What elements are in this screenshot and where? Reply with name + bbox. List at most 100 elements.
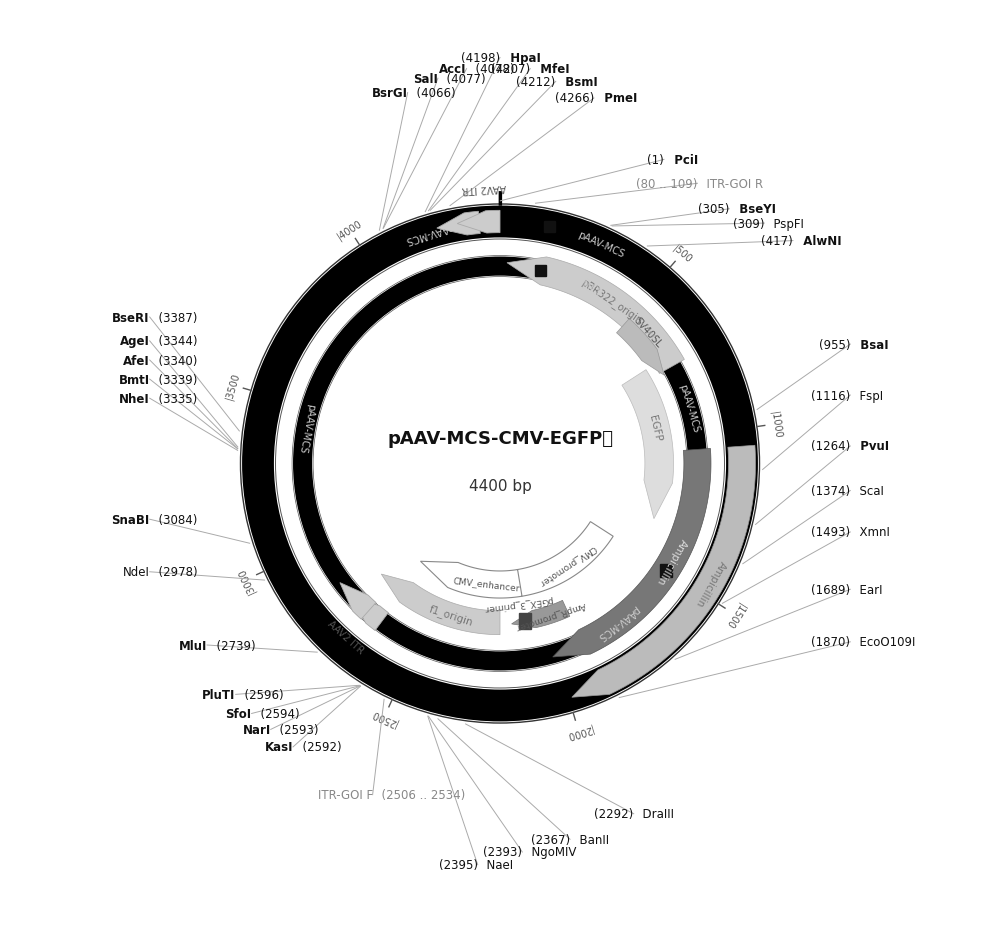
- Text: (1870): (1870): [811, 636, 850, 649]
- Text: PvuI: PvuI: [852, 440, 889, 453]
- Text: |4000: |4000: [335, 218, 364, 242]
- Text: (3335): (3335): [151, 393, 198, 406]
- Text: (3387): (3387): [151, 311, 198, 324]
- Text: NheI: NheI: [119, 393, 150, 406]
- Polygon shape: [622, 370, 674, 519]
- Text: pGEX_3_primer: pGEX_3_primer: [483, 594, 553, 612]
- Text: (4077): (4077): [439, 72, 486, 85]
- Text: (1264): (1264): [811, 440, 850, 453]
- Polygon shape: [457, 212, 500, 234]
- Text: PspFI: PspFI: [766, 217, 804, 230]
- Text: (4212): (4212): [516, 76, 556, 89]
- Text: PluTI: PluTI: [202, 689, 236, 702]
- Bar: [519, 613, 531, 629]
- Text: pAAV-MCS: pAAV-MCS: [555, 269, 604, 298]
- Text: SV40SL: SV40SL: [631, 316, 663, 350]
- Text: PciI: PciI: [666, 154, 698, 167]
- Text: |3500: |3500: [224, 371, 242, 400]
- Text: pAAV-MCS: pAAV-MCS: [576, 229, 625, 259]
- Text: SnaBI: SnaBI: [111, 513, 150, 526]
- Polygon shape: [420, 561, 522, 599]
- Text: (1): (1): [647, 154, 664, 167]
- Text: EcoO109I: EcoO109I: [852, 636, 915, 649]
- Text: (2978): (2978): [151, 566, 198, 579]
- Text: CMV_promoter: CMV_promoter: [537, 543, 597, 586]
- Text: (2506 .. 2534): (2506 .. 2534): [374, 788, 465, 801]
- Text: HpaI: HpaI: [502, 52, 540, 65]
- Text: pAAV-MCS-CMV-EGFP反: pAAV-MCS-CMV-EGFP反: [387, 430, 613, 447]
- Text: NdeI: NdeI: [123, 566, 150, 579]
- Polygon shape: [512, 600, 570, 628]
- Text: Ampicillin: Ampicillin: [694, 558, 728, 608]
- Text: (1493): (1493): [811, 526, 850, 539]
- Text: DraIII: DraIII: [635, 807, 674, 820]
- Text: (2592): (2592): [295, 741, 341, 754]
- Text: AccI: AccI: [439, 63, 467, 76]
- Text: XmnI: XmnI: [852, 526, 890, 539]
- Text: MfeI: MfeI: [532, 63, 569, 76]
- Text: (3344): (3344): [151, 335, 198, 348]
- Text: SfoI: SfoI: [226, 707, 252, 720]
- Bar: [535, 265, 546, 277]
- Text: (80 .. 109): (80 .. 109): [636, 177, 697, 190]
- Text: AlwNI: AlwNI: [795, 235, 841, 248]
- Text: |2500: |2500: [369, 706, 399, 728]
- Text: AfeI: AfeI: [123, 354, 150, 367]
- Polygon shape: [351, 596, 388, 631]
- Text: |2000: |2000: [564, 722, 593, 740]
- Polygon shape: [485, 522, 613, 597]
- Text: MluI: MluI: [179, 638, 207, 651]
- Text: BsrGI: BsrGI: [372, 87, 408, 100]
- Text: (4078): (4078): [468, 63, 515, 76]
- Text: |1000: |1000: [769, 410, 783, 439]
- Text: (2292): (2292): [594, 807, 634, 820]
- Text: AAV2 ITR: AAV2 ITR: [462, 182, 507, 194]
- Text: (3340): (3340): [151, 354, 198, 367]
- Text: ScaI: ScaI: [852, 484, 884, 497]
- Text: EGFP: EGFP: [647, 414, 663, 442]
- Text: AgeI: AgeI: [120, 335, 150, 348]
- Wedge shape: [293, 257, 707, 671]
- Text: SalI: SalI: [413, 72, 438, 85]
- Polygon shape: [437, 213, 480, 236]
- Text: (2395): (2395): [439, 858, 478, 871]
- Text: (4266): (4266): [555, 93, 594, 106]
- Text: |3000: |3000: [236, 565, 257, 595]
- Text: BseYI: BseYI: [731, 203, 776, 216]
- Text: (2596): (2596): [237, 689, 284, 702]
- Text: (3339): (3339): [151, 373, 198, 386]
- Text: EarI: EarI: [852, 583, 882, 596]
- Text: pAAV-MCS: pAAV-MCS: [678, 383, 701, 433]
- Text: pAAV-MCS: pAAV-MCS: [595, 603, 641, 641]
- Text: (4066): (4066): [409, 87, 456, 100]
- Text: (955): (955): [819, 338, 850, 351]
- Text: (3084): (3084): [151, 513, 198, 526]
- Text: |1500: |1500: [722, 599, 746, 629]
- Text: Ampicillin: Ampicillin: [655, 536, 689, 586]
- Text: KasI: KasI: [265, 741, 293, 754]
- Text: (305): (305): [698, 203, 729, 216]
- Text: pBR322_origin: pBR322_origin: [579, 277, 644, 326]
- Polygon shape: [340, 583, 376, 620]
- Text: pAAV-MCS: pAAV-MCS: [403, 221, 454, 245]
- Text: BseRI: BseRI: [112, 311, 150, 324]
- Text: (1374): (1374): [811, 484, 850, 497]
- Text: (1116): (1116): [811, 389, 850, 402]
- Text: (1689): (1689): [811, 583, 850, 596]
- Text: 4400 bp: 4400 bp: [469, 479, 531, 494]
- Text: (309): (309): [733, 217, 764, 230]
- Text: ITR-GOI F: ITR-GOI F: [318, 788, 373, 801]
- Text: BanII: BanII: [572, 832, 609, 845]
- Text: NgoMIV: NgoMIV: [524, 845, 576, 858]
- Text: (2593): (2593): [272, 723, 319, 736]
- Text: f1_origin: f1_origin: [427, 603, 474, 627]
- Text: (2739): (2739): [209, 638, 255, 651]
- Bar: [544, 222, 555, 233]
- Text: FspI: FspI: [852, 389, 883, 402]
- Wedge shape: [242, 206, 758, 722]
- Polygon shape: [553, 449, 711, 657]
- Text: |500: |500: [671, 242, 694, 264]
- Text: (4198): (4198): [461, 52, 500, 65]
- Text: NarI: NarI: [242, 723, 271, 736]
- Text: BsaI: BsaI: [852, 338, 888, 351]
